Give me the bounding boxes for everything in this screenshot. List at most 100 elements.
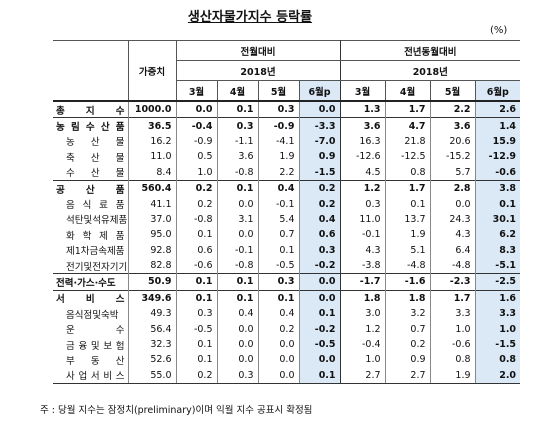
cell: 1.9: [258, 149, 300, 165]
cell: -1.6: [385, 273, 431, 291]
cell: 0.1: [217, 273, 259, 291]
cell: -12.5: [385, 149, 431, 165]
cell: -0.8: [176, 211, 218, 228]
cell: 0.0: [258, 352, 300, 368]
cell: 6.2: [475, 227, 521, 243]
table-row: 서 비 스 349.6 0.1 0.1 0.1 0.0 1.8 1.8 1.7 1.6: [53, 289, 521, 307]
cell: -2.5: [475, 273, 521, 291]
cell: 56.4: [128, 321, 177, 337]
title: 생산자물가지수 등락률: [187, 10, 313, 25]
row-label: 화 학 제 품: [53, 227, 129, 243]
row-label: 축 산 물: [53, 149, 129, 165]
table-row: 석탄및석유제품 37.0 -0.8 3.1 5.4 0.4 11.0 13.7 24.3 30.1: [53, 211, 521, 228]
cell: 6.4: [430, 242, 476, 258]
cell: 11.0: [340, 211, 386, 228]
cell: 2.7: [340, 367, 386, 385]
cell: 3.8: [475, 179, 521, 197]
row-label-text: 화 학 제 품: [66, 230, 125, 242]
cell: 0.1: [176, 227, 218, 243]
cell: 0.1: [258, 242, 300, 258]
header-cell: 6월p: [475, 80, 521, 102]
cell: 0.1: [176, 289, 218, 307]
table-row: 전기및전자기기 82.8 -0.6 -0.8 -0.5 -0.2 -3.8 -4.8 -4.8-…: [53, 257, 521, 274]
cell: 0.2: [176, 179, 218, 197]
cell: 1.6: [475, 289, 521, 307]
cell: 37.0: [128, 211, 177, 228]
cell: 52.6: [128, 352, 177, 368]
cell: 0.2: [176, 196, 218, 212]
row-label: 사 업 서 비 스: [53, 367, 129, 385]
cell: 41.1: [128, 196, 177, 212]
cell: 36.5: [128, 117, 177, 134]
cell: 1.0: [340, 352, 386, 368]
cell: -0.6: [176, 257, 218, 274]
cell: -12.6: [340, 149, 386, 165]
cell: 0.1: [475, 196, 521, 212]
cell: 4.3: [430, 227, 476, 243]
cell: 0.0: [299, 100, 341, 118]
cell: 0.0: [176, 100, 218, 118]
cell: 0.0: [217, 352, 259, 368]
cell: 21.8: [385, 133, 431, 150]
cell: 1.7: [430, 289, 476, 307]
row-label: 음 식 료 품: [53, 196, 129, 212]
row-label: 서 비 스: [53, 289, 129, 307]
cell: 0.0: [258, 367, 300, 385]
cell: 2.8: [430, 179, 476, 197]
row-label: 석탄및석유제품: [53, 211, 129, 228]
corner: [53, 40, 129, 102]
row-label-text: 석탄및석유제품: [66, 215, 128, 227]
cell: 30.1: [475, 211, 521, 228]
header-cell: 전월대비: [176, 40, 341, 61]
table-row: 수 산 물 8.4 1.0 -0.8 2.2 -1.5 4.5 0.8 5.7 -0.6: [53, 164, 521, 181]
row-label: 제1차금속제품: [53, 242, 129, 258]
cell: 50.9: [128, 273, 177, 291]
cell: 349.6: [128, 289, 177, 307]
cell: -15.2: [430, 149, 476, 165]
cell: -0.9: [258, 117, 300, 134]
cell: 0.3: [340, 196, 386, 212]
cell: 55.0: [128, 367, 177, 385]
cell: 1.9: [385, 227, 431, 243]
cell: 1.8: [385, 289, 431, 307]
row-label-text: 축 산 물: [66, 152, 125, 164]
cell: -0.4: [176, 117, 218, 134]
price-table: 가중치 전월대비 전년동월대비 2018년 2018년 3월 4월 5월 6월p 3월 4…: [53, 40, 521, 385]
cell: 0.8: [385, 164, 431, 181]
cell: 0.1: [176, 273, 218, 291]
row-label: 농 림 수 산 품: [53, 117, 129, 134]
row-label: 전기및전자기기: [53, 257, 129, 274]
cell: 0.4: [258, 179, 300, 197]
table-row: 사 업 서 비 스 55.0 0.2 0.3 0.0 0.1 2.7 2.7 1.9 2.0: [53, 367, 521, 385]
cell: 0.7: [258, 227, 300, 243]
row-label-text: 전기및전자기기: [66, 261, 128, 273]
cell: -0.6: [475, 164, 521, 181]
table-row: 전력·가스·수도 50.9 0.1 0.1 0.3 0.0 -1.7 -1.6 -2.3 -2.5: [53, 273, 521, 291]
cell: 0.8: [430, 352, 476, 368]
row-label: 금 융 및 보 험: [53, 336, 129, 353]
cell: -2.3: [430, 273, 476, 291]
cell: 0.0: [217, 196, 259, 212]
cell: -0.2: [299, 257, 341, 274]
cell: -3.8: [340, 257, 386, 274]
cell: -0.4: [340, 336, 386, 353]
cell: 15.9: [475, 133, 521, 150]
cell: -4.8: [430, 257, 476, 274]
cell: 0.3: [258, 273, 300, 291]
header-cell: 6월p: [299, 80, 341, 102]
cell: 82.8: [128, 257, 177, 274]
cell: -0.5: [299, 336, 341, 353]
cell: 0.2: [299, 196, 341, 212]
cell: 1.7: [385, 179, 431, 197]
row-label-text: 부 동 산: [66, 355, 125, 367]
cell: 0.1: [217, 179, 259, 197]
cell: 0.9: [299, 149, 341, 165]
row-label-text: 음식점및숙박: [66, 309, 119, 321]
row-label-text: 서 비 스: [56, 294, 125, 306]
cell: 20.6: [430, 133, 476, 150]
cell: 0.0: [258, 336, 300, 353]
cell: 2.7: [385, 367, 431, 385]
cell: 2.2: [258, 164, 300, 181]
cell: 0.8: [475, 352, 521, 368]
